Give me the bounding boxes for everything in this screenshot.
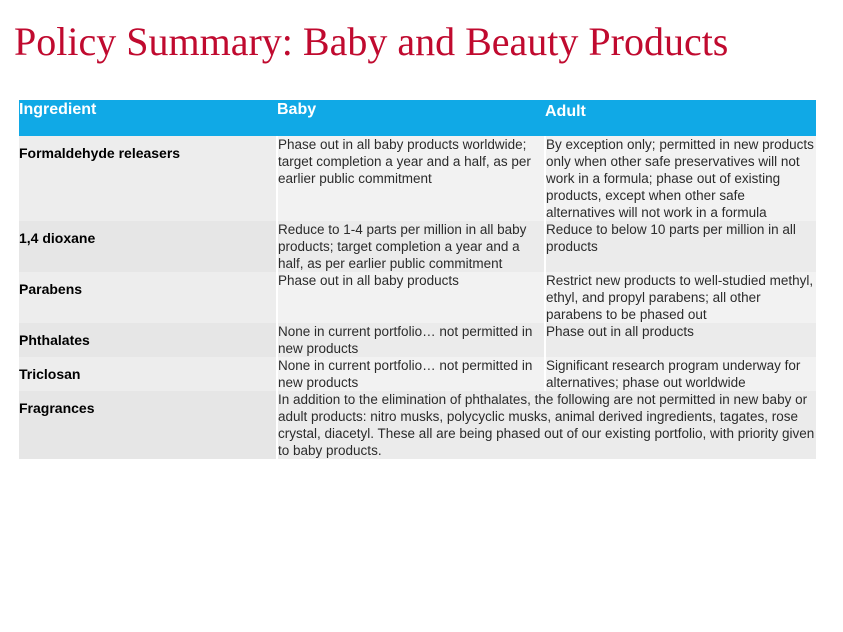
- cell-adult: Phase out in all products: [545, 323, 816, 357]
- table-header-row: Ingredient Baby Adult: [19, 100, 816, 136]
- table-row: 1,4 dioxane Reduce to 1-4 parts per mill…: [19, 221, 816, 272]
- table-row: Fragrances In addition to the eliminatio…: [19, 391, 816, 459]
- table-body: Formaldehyde releasers Phase out in all …: [19, 136, 816, 459]
- table-row: Triclosan None in current portfolio… not…: [19, 357, 816, 391]
- cell-baby: Phase out in all baby products worldwide…: [277, 136, 546, 221]
- column-header-ingredient: Ingredient: [19, 100, 277, 136]
- column-header-baby: Baby: [277, 100, 545, 136]
- cell-baby: None in current portfolio… not permitted…: [277, 323, 546, 357]
- cell-ingredient: Triclosan: [19, 357, 278, 391]
- cell-adult: Restrict new products to well-studied me…: [545, 272, 816, 323]
- table-row: Phthalates None in current portfolio… no…: [19, 323, 816, 357]
- cell-ingredient: Formaldehyde releasers: [19, 136, 278, 221]
- cell-baby: Phase out in all baby products: [277, 272, 546, 323]
- cell-ingredient: Phthalates: [19, 323, 278, 357]
- cell-baby: Reduce to 1-4 parts per million in all b…: [277, 221, 546, 272]
- cell-ingredient: 1,4 dioxane: [19, 221, 278, 272]
- table-row: Parabens Phase out in all baby products …: [19, 272, 816, 323]
- column-header-adult: Adult: [545, 100, 816, 136]
- cell-adult: By exception only; permitted in new prod…: [545, 136, 816, 221]
- cell-baby-adult-merged: In addition to the elimination of phthal…: [277, 391, 816, 459]
- cell-adult: Reduce to below 10 parts per million in …: [545, 221, 816, 272]
- table-row: Formaldehyde releasers Phase out in all …: [19, 136, 816, 221]
- table-header: Ingredient Baby Adult: [19, 100, 816, 136]
- cell-ingredient: Parabens: [19, 272, 278, 323]
- policy-summary-table: Ingredient Baby Adult Formaldehyde relea…: [19, 100, 816, 459]
- cell-adult: Significant research program underway fo…: [545, 357, 816, 391]
- page-title: Policy Summary: Baby and Beauty Products: [14, 19, 729, 64]
- cell-baby: None in current portfolio… not permitted…: [277, 357, 546, 391]
- cell-ingredient: Fragrances: [19, 391, 278, 459]
